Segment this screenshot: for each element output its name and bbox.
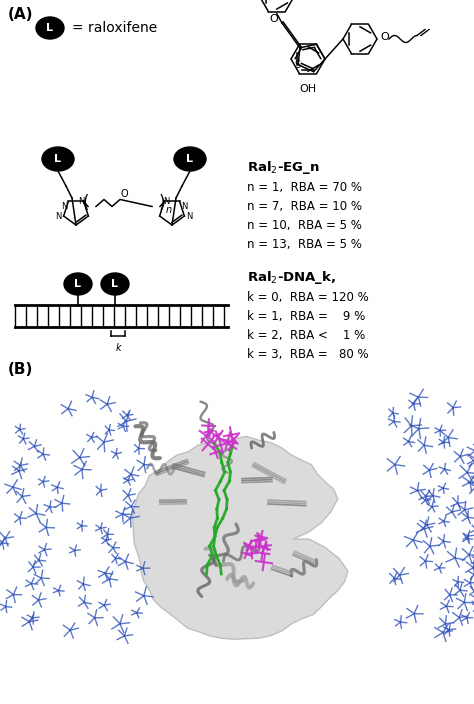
Text: S: S [294,60,300,70]
Text: n = 10,  RBA = 5 %: n = 10, RBA = 5 % [247,219,362,232]
Ellipse shape [64,273,92,295]
Text: N: N [164,197,170,206]
Text: O: O [270,14,278,24]
Polygon shape [133,436,348,639]
Text: k = 0,  RBA = 120 %: k = 0, RBA = 120 % [247,291,369,304]
Ellipse shape [174,147,206,171]
Text: = raloxifene: = raloxifene [72,21,157,35]
Text: Ral$_2$-EG_n: Ral$_2$-EG_n [247,159,319,176]
Text: n = 1,  RBA = 70 %: n = 1, RBA = 70 % [247,181,362,194]
Text: O: O [120,189,128,199]
Text: N: N [186,211,193,220]
Text: OH: OH [300,84,317,94]
Text: L: L [55,154,62,164]
Text: n = 13,  RBA = 5 %: n = 13, RBA = 5 % [247,238,362,251]
Text: N: N [78,197,84,206]
Text: L: L [111,279,118,289]
Text: k: k [115,343,121,353]
Text: N: N [55,211,62,220]
Text: (B): (B) [8,362,33,377]
Text: L: L [46,23,54,33]
Text: (A): (A) [8,7,34,22]
Text: k = 1,  RBA =    9 %: k = 1, RBA = 9 % [247,310,365,323]
Text: (: ( [83,194,89,213]
Text: Ral$_2$-DNA_k,: Ral$_2$-DNA_k, [247,269,336,286]
Text: L: L [74,279,82,289]
Ellipse shape [36,17,64,39]
Text: k = 2,  RBA <    1 %: k = 2, RBA < 1 % [247,329,365,342]
Text: N: N [181,203,187,211]
Text: O: O [380,32,389,42]
Ellipse shape [42,147,74,171]
Text: ): ) [159,194,165,213]
Text: N: N [61,203,67,211]
Text: k = 3,  RBA =   80 %: k = 3, RBA = 80 % [247,348,369,361]
Text: L: L [186,154,193,164]
Text: n = 7,  RBA = 10 %: n = 7, RBA = 10 % [247,200,362,213]
Ellipse shape [101,273,129,295]
Text: n: n [166,206,172,215]
